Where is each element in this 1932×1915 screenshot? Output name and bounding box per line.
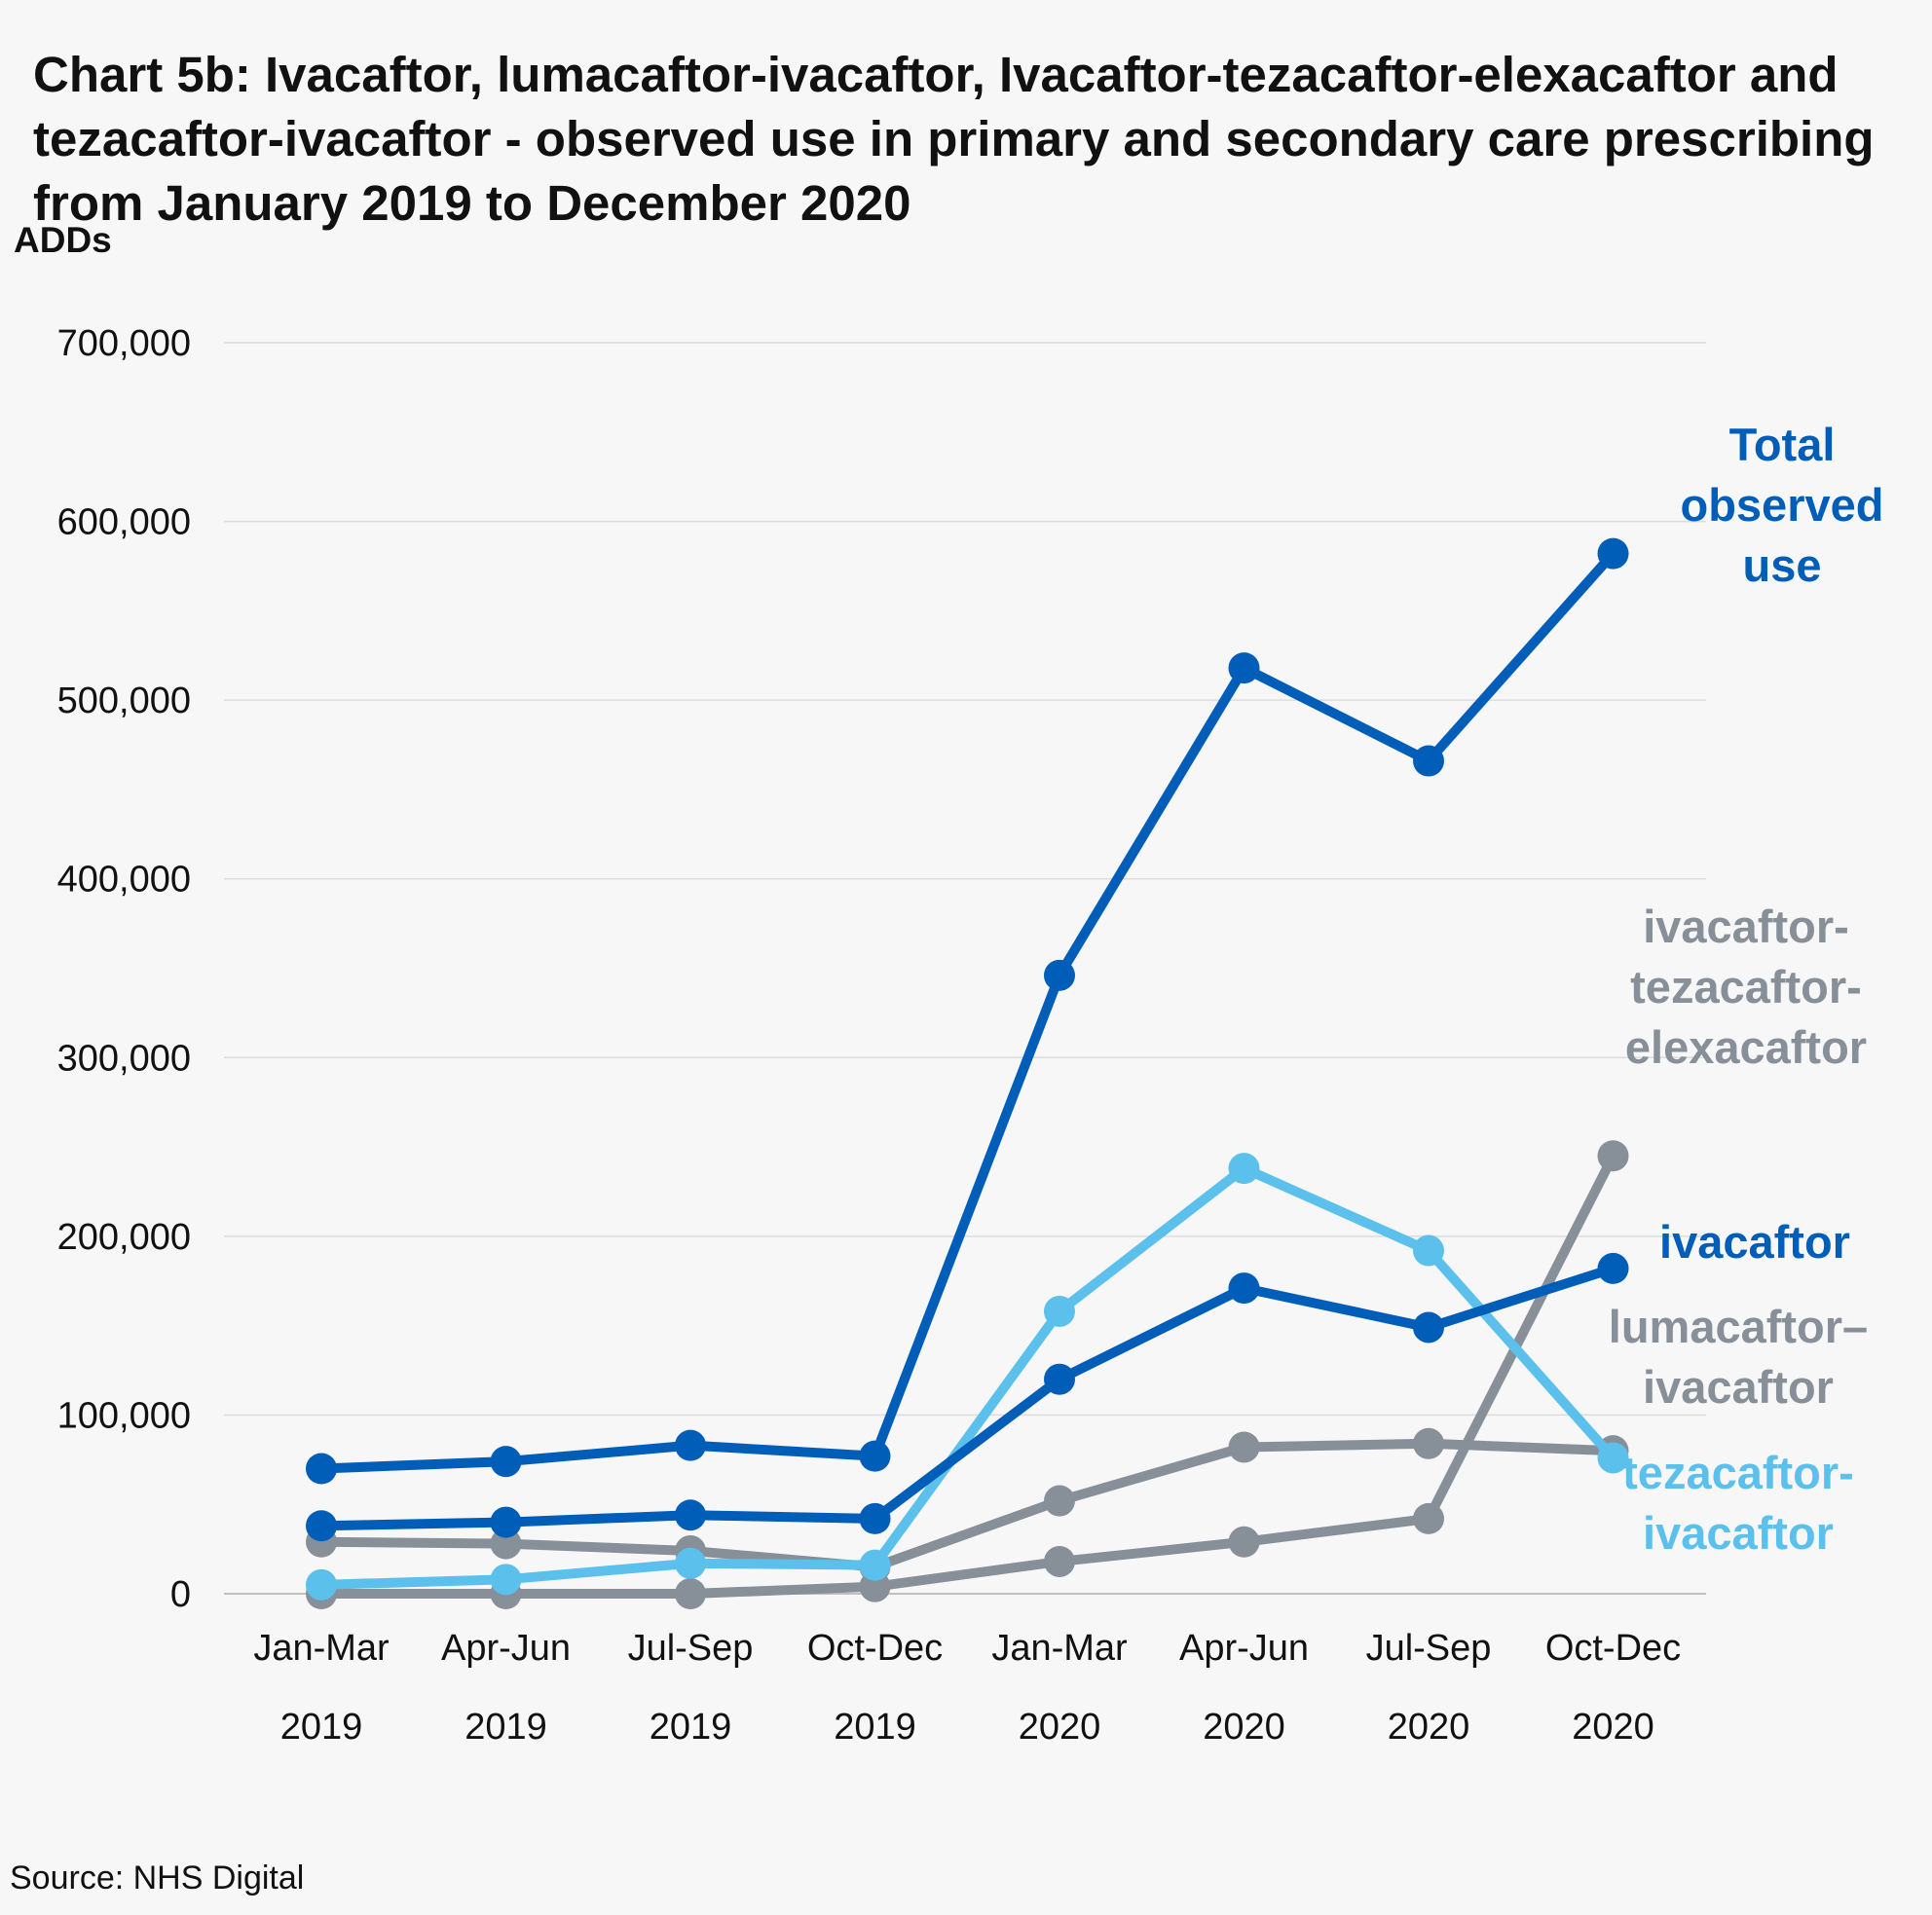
data-point: [675, 1499, 706, 1531]
y-tick-label: 0: [170, 1574, 191, 1615]
series-label: ivacaftor: [1659, 1216, 1850, 1268]
x-tick-label-period: Jul-Sep: [628, 1628, 754, 1669]
y-tick-label: 100,000: [57, 1395, 191, 1436]
data-point: [675, 1547, 706, 1579]
data-point: [1597, 537, 1629, 570]
data-point: [675, 1578, 706, 1609]
y-tick-label: 300,000: [57, 1038, 191, 1079]
data-point: [1597, 1442, 1629, 1474]
data-point: [1044, 1485, 1075, 1517]
x-tick-label-period: Jul-Sep: [1366, 1628, 1492, 1669]
data-point: [1228, 1526, 1260, 1558]
x-tick-label-year: 2020: [1572, 1707, 1654, 1748]
x-tick-label-period: Jan-Mar: [253, 1628, 390, 1669]
series-line: [316, 1438, 1618, 1572]
data-point: [490, 1446, 522, 1478]
data-point: [1413, 1427, 1444, 1459]
x-tick-label-year: 2019: [834, 1707, 916, 1748]
x-tick-label-period: Oct-Dec: [1545, 1628, 1681, 1669]
x-tick-label-period: Apr-Jun: [1179, 1628, 1309, 1669]
data-point: [859, 1440, 891, 1472]
data-point: [490, 1528, 522, 1560]
data-point: [1413, 1311, 1444, 1344]
data-point: [675, 1429, 706, 1461]
series-label: tezacaftor-ivacaftor: [1622, 1447, 1854, 1559]
y-tick-label: 500,000: [57, 681, 191, 721]
data-point: [306, 1453, 337, 1485]
chart-title: Chart 5b: Ivacaftor, lumacaftor-ivacafto…: [33, 47, 1875, 231]
data-point: [1044, 959, 1075, 991]
data-point: [1228, 1272, 1260, 1305]
data-point: [1044, 1295, 1075, 1327]
series-line: [316, 1151, 1618, 1599]
y-axis-label: ADDs: [14, 220, 112, 260]
data-point: [859, 1549, 891, 1581]
x-tick-label-year: 2019: [280, 1707, 363, 1748]
data-point: [859, 1502, 891, 1534]
data-point: [1413, 745, 1444, 777]
data-point: [1044, 1363, 1075, 1395]
data-point: [490, 1564, 522, 1596]
series-line: [316, 548, 1618, 1474]
data-point: [1044, 1545, 1075, 1577]
data-point: [490, 1506, 522, 1538]
x-tick-label-period: Apr-Jun: [441, 1628, 571, 1669]
data-point: [1228, 652, 1260, 684]
x-tick-label-year: 2020: [1388, 1707, 1470, 1748]
x-tick-label-year: 2020: [1203, 1707, 1285, 1748]
series-line: [316, 1163, 1618, 1590]
data-point: [306, 1568, 337, 1601]
data-point: [1413, 1234, 1444, 1267]
y-tick-label: 600,000: [57, 502, 191, 543]
series-label: ivacaftor-tezacaftor-elexacaftor: [1625, 901, 1867, 1073]
y-tick-label: 200,000: [57, 1217, 191, 1258]
x-tick-label-year: 2019: [650, 1707, 732, 1748]
x-tick-label-period: Oct-Dec: [807, 1628, 943, 1669]
series-label: lumacaftor– ivacaftor: [1609, 1301, 1868, 1413]
data-point: [306, 1510, 337, 1542]
data-point: [1228, 1431, 1260, 1463]
x-tick-label-year: 2019: [464, 1707, 547, 1748]
data-point: [1413, 1502, 1444, 1534]
source-note: Source: NHS Digital: [10, 1860, 305, 1897]
y-tick-label: 700,000: [57, 323, 191, 364]
series-label: Total observed use: [1681, 419, 1884, 591]
data-point: [859, 1570, 891, 1602]
data-point: [1597, 1252, 1629, 1284]
y-tick-label: 400,000: [57, 860, 191, 901]
x-tick-label-period: Jan-Mar: [991, 1628, 1128, 1669]
x-tick-label-year: 2020: [1019, 1707, 1101, 1748]
data-point: [1597, 1140, 1629, 1172]
data-point: [1228, 1153, 1260, 1185]
series-line: [316, 1263, 1618, 1531]
